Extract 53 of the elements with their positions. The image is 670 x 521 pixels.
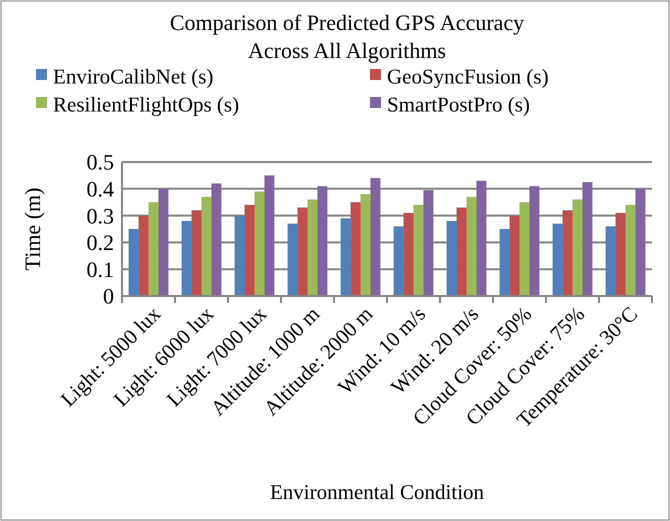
bar (414, 204, 424, 296)
bar (148, 202, 158, 296)
bar (394, 226, 404, 296)
bar (298, 208, 308, 296)
bar (529, 186, 540, 296)
bar (244, 204, 254, 296)
y-tick-label: 0.4 (86, 176, 114, 202)
bar (264, 175, 274, 296)
bar (404, 212, 414, 296)
bar (158, 188, 168, 296)
bar (510, 216, 520, 296)
bar (500, 229, 510, 296)
bar (202, 196, 212, 296)
y-tick-label: 0.1 (86, 256, 114, 282)
legend-label: EnviroCalibNet (s) (53, 64, 214, 88)
bar (476, 180, 486, 296)
bar (182, 220, 192, 296)
bar (635, 188, 646, 296)
bar (616, 212, 626, 296)
chart-title: Comparison of Predicted GPS Accuracy Across All Algorithms (170, 10, 524, 63)
bar (360, 194, 370, 296)
y-axis-title: Time (m) (20, 188, 45, 270)
bar (520, 202, 530, 296)
bar (370, 178, 380, 296)
bar (572, 200, 582, 296)
bar (138, 216, 148, 296)
bar (626, 204, 636, 296)
legend-label: ResilientFlightOps (s) (53, 92, 240, 116)
y-tick-label: 0 (103, 284, 114, 309)
bar (128, 229, 139, 296)
x-axis-title: Environmental Condition (270, 480, 485, 504)
legend-label: GeoSyncFusion (s) (387, 64, 549, 88)
bar (192, 210, 202, 296)
bar (350, 202, 360, 296)
bar (606, 226, 616, 296)
bar (562, 210, 572, 296)
y-tick-label: 0.5 (86, 150, 114, 175)
bar (456, 208, 466, 296)
bar (234, 216, 245, 296)
bar (446, 220, 457, 296)
bar (552, 224, 563, 296)
bar (254, 191, 264, 296)
y-tick-label: 0.2 (86, 230, 114, 256)
bar (423, 190, 434, 296)
bar (340, 218, 351, 296)
legend-label: SmartPostPro (s) (387, 92, 530, 116)
bar (288, 224, 298, 296)
bar (317, 186, 328, 296)
bar (211, 183, 222, 296)
bar (582, 182, 592, 296)
y-tick-label: 0.3 (86, 203, 114, 228)
bar (308, 200, 318, 296)
bar (466, 196, 476, 296)
